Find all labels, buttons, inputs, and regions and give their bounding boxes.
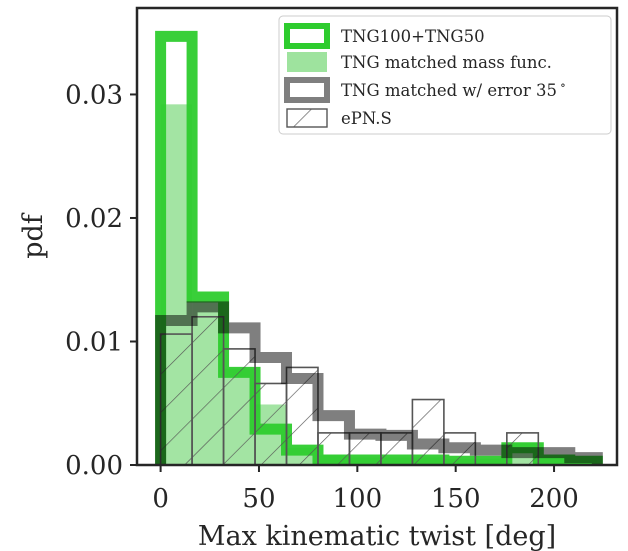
y-axis-label: pdf xyxy=(18,212,49,259)
legend-label: TNG matched w/ error 35 ∘ xyxy=(341,78,566,100)
legend-label: ePN.S xyxy=(341,109,392,128)
legend-handle-grey-step xyxy=(284,77,330,103)
y-tick-label: 0.02 xyxy=(65,204,123,234)
y-tick-label: 0.03 xyxy=(65,80,123,110)
x-axis-label: Max kinematic twist [deg] xyxy=(198,521,556,551)
x-tick-label: 100 xyxy=(333,484,383,514)
legend-frame xyxy=(278,15,612,135)
hatched-bar xyxy=(222,348,256,465)
step-line-error-35 xyxy=(155,301,603,465)
hatched-bar xyxy=(254,382,288,465)
legend-label: TNG100+TNG50 xyxy=(341,27,485,46)
legend-handle-filled xyxy=(287,52,327,72)
y-tick-label: 0.01 xyxy=(65,327,123,357)
y-tick-label: 0.00 xyxy=(65,451,123,481)
legend: TNG100+TNG50 TNG matched mass func. TNG ma… xyxy=(278,15,612,135)
x-tick-label: 200 xyxy=(529,484,579,514)
hatched-bar xyxy=(191,315,225,465)
x-tick-label: 0 xyxy=(152,484,169,514)
legend-handle-green-step xyxy=(284,23,330,49)
x-tick-label: 50 xyxy=(242,484,275,514)
x-tick-label: 150 xyxy=(431,484,481,514)
legend-handle-hatched xyxy=(286,108,328,128)
axes-frame xyxy=(135,6,619,467)
legend-label: TNG matched mass func. xyxy=(341,53,552,72)
